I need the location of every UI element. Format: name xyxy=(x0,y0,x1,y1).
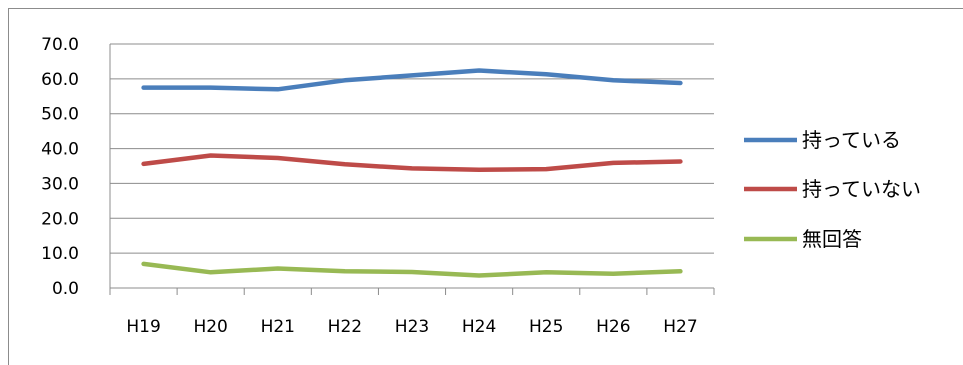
x-tick-label: H20 xyxy=(193,317,227,337)
legend-label: 無回答 xyxy=(802,227,862,251)
y-axis-ticks: 0.0 10.0 20.0 30.0 40.0 50.0 60.0 70.0 xyxy=(41,35,79,299)
series-line-1 xyxy=(141,68,683,92)
legend-label: 持っている xyxy=(802,128,901,152)
y-tick-label: 0.0 xyxy=(52,279,79,299)
y-tick-label: 10.0 xyxy=(41,244,79,264)
x-tick-label: H22 xyxy=(328,317,362,337)
y-tick-label: 30.0 xyxy=(41,174,79,194)
x-tick-label: H21 xyxy=(261,317,295,337)
y-tick-label: 40.0 xyxy=(41,140,79,160)
y-tick-label: 70.0 xyxy=(41,35,79,55)
x-axis: H19 H20 H21 H22 H23 H24 H25 H26 H27 xyxy=(109,288,715,337)
y-tick-label: 60.0 xyxy=(41,70,79,90)
x-tick-label: H24 xyxy=(462,317,496,337)
x-tick-label: H27 xyxy=(663,317,697,337)
chart-border xyxy=(8,8,963,365)
x-tick-label: H25 xyxy=(529,317,563,337)
y-tick-label: 50.0 xyxy=(41,105,79,125)
x-tick-label: H26 xyxy=(596,317,630,337)
series-line-2 xyxy=(141,153,683,173)
legend-label: 持っていない xyxy=(802,177,921,201)
y-tick-label: 20.0 xyxy=(41,209,79,229)
series-line-3 xyxy=(141,261,683,278)
series-lines xyxy=(141,68,683,278)
x-tick-label: H19 xyxy=(126,317,160,337)
gridlines xyxy=(109,43,714,289)
x-tick-label: H23 xyxy=(395,317,429,337)
